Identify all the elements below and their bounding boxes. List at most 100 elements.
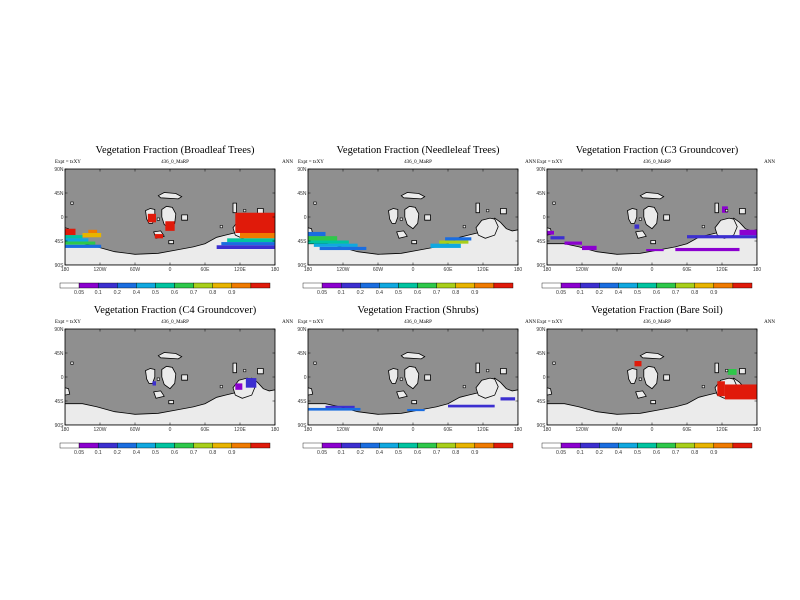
panel-shrubs: Vegetation Fraction (Shrubs) Expt = txXY…	[297, 305, 538, 465]
lon-tick-label: 180	[543, 267, 552, 273]
land-east-isle	[500, 208, 507, 215]
fraction-cell	[430, 243, 461, 248]
land-arabia	[635, 390, 647, 399]
fraction-cell	[240, 233, 275, 239]
panel-title: Vegetation Fraction (C4 Groundcover)	[93, 305, 257, 316]
lon-tick-label: 180	[304, 267, 313, 273]
lat-tick-label: 45S	[298, 399, 308, 405]
colorbar-label: 0.4	[133, 290, 140, 296]
island	[701, 225, 705, 229]
island	[725, 369, 729, 373]
colorbar-swatch	[599, 282, 619, 289]
panel-bare-soil: Vegetation Fraction (Bare Soil) Expt = t…	[536, 305, 777, 465]
land-island-a	[650, 240, 656, 245]
land-island-a	[650, 400, 656, 405]
colorbar-label: 0.7	[433, 450, 440, 456]
colorbar-label: 0.7	[433, 290, 440, 296]
fraction-cell	[500, 397, 516, 401]
panel-title: Vegetation Fraction (C3 Groundcover)	[575, 145, 739, 156]
colorbar: 0.05 0.1 0.2 0.4 0.5 0.6 0.7 0.8 0.9	[59, 282, 271, 296]
land-antarctica	[65, 377, 275, 425]
colorbar-label: 0.05	[317, 290, 327, 296]
colorbar: 0.05 0.1 0.2 0.4 0.5 0.6 0.7 0.8 0.9	[302, 442, 514, 456]
colorbar-swatch	[732, 442, 753, 449]
colorbar-swatch	[398, 282, 418, 289]
colorbar-label: 0.2	[114, 450, 121, 456]
colorbar-label: 0.8	[691, 450, 698, 456]
land-island-b	[424, 214, 431, 221]
land-layer	[65, 352, 275, 425]
lon-tick-label: 180	[543, 427, 552, 433]
land-africa-south	[161, 365, 177, 390]
fraction-cell	[154, 234, 163, 239]
colorbar-label: 0.6	[171, 290, 178, 296]
lat-tick-label: 0	[61, 375, 64, 381]
fraction-cell	[221, 242, 275, 246]
colorbar-label: 0.9	[710, 450, 717, 456]
colorbar-swatch	[340, 282, 361, 289]
colorbar-swatch	[136, 442, 156, 449]
land-layer	[547, 192, 757, 265]
land-arctic-strip	[400, 192, 426, 200]
colorbar-swatch	[117, 282, 137, 289]
colorbar-label: 0.6	[171, 450, 178, 456]
colorbar-swatch	[417, 442, 437, 449]
colorbar-label: 0.8	[209, 450, 216, 456]
land-africa-north	[388, 208, 399, 224]
fraction-cell	[65, 228, 76, 236]
land-africa-north	[627, 368, 638, 384]
fraction-cell	[152, 381, 156, 386]
lon-tick-label: 180	[61, 267, 70, 273]
land-arabia	[396, 230, 408, 239]
season-label: ANN	[282, 160, 293, 165]
lon-tick-label: 120E	[234, 427, 246, 433]
colorbar-swatch	[78, 282, 99, 289]
lon-tick-label: 60E	[444, 427, 454, 433]
island	[313, 361, 317, 365]
colorbar-label: 0.6	[414, 290, 421, 296]
colorbar-swatch	[579, 282, 600, 289]
lat-tick-label: 90S	[537, 263, 547, 269]
run-label: 436_0_MaRP	[404, 320, 432, 325]
colorbar-label: 0.8	[691, 290, 698, 296]
fraction-cell	[325, 405, 355, 408]
colorbar-label: 0.05	[317, 450, 327, 456]
lat-tick-label: 90S	[55, 263, 65, 269]
colorbar-swatch	[155, 282, 175, 289]
colorbar-swatch	[713, 442, 734, 449]
colorbar-label: 0.7	[190, 290, 197, 296]
run-label: 436_0_MaRP	[643, 320, 671, 325]
colorbar-swatch	[694, 282, 715, 289]
panel-title: Vegetation Fraction (Needleleaf Trees)	[336, 145, 500, 156]
colorbar-label: 0.2	[357, 290, 364, 296]
lon-tick-label: 60E	[201, 427, 211, 433]
island	[486, 369, 490, 373]
colorbar-swatch	[321, 442, 342, 449]
lat-tick-label: 90S	[55, 423, 65, 429]
colorbar-label: 0.6	[653, 450, 660, 456]
lat-tick-label: 90S	[298, 263, 308, 269]
fraction-cell	[165, 221, 175, 231]
lon-tick-label: 60E	[683, 267, 693, 273]
land-island-a	[411, 400, 417, 405]
colorbar-label: 0.5	[395, 450, 402, 456]
land-arabia	[153, 390, 165, 399]
colorbar-swatch	[193, 442, 213, 449]
colorbar-label: 0.05	[556, 290, 566, 296]
colorbar-label: 0.1	[95, 290, 102, 296]
colorbar-label: 0.9	[228, 450, 235, 456]
colorbar-swatch	[694, 442, 715, 449]
panel-title: Vegetation Fraction (Bare Soil)	[591, 305, 723, 316]
season-label: ANN	[525, 320, 536, 325]
lat-tick-label: 90N	[54, 167, 64, 173]
run-label: 436_0_MaRP	[404, 160, 432, 165]
lon-tick-label: 60W	[130, 427, 141, 433]
colorbar-label: 0.7	[672, 290, 679, 296]
land-west-edge	[65, 387, 71, 396]
fraction-cell	[407, 409, 425, 412]
fraction-cell	[722, 206, 728, 213]
island	[243, 209, 247, 213]
colorbar: 0.05 0.1 0.2 0.4 0.5 0.6 0.7 0.8 0.9	[59, 442, 271, 456]
lon-tick-label: 0	[169, 267, 172, 273]
colorbar-swatch	[321, 282, 342, 289]
